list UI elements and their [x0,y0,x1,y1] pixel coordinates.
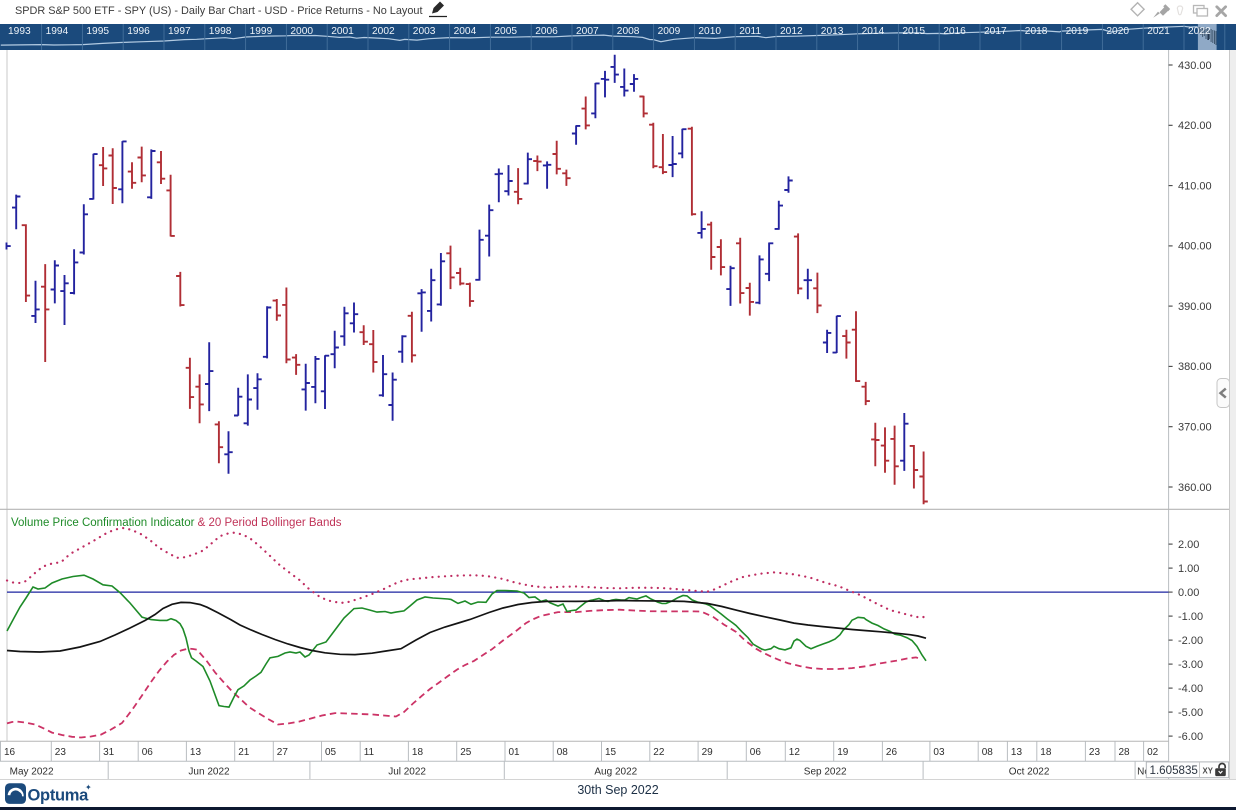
svg-text:-2.00: -2.00 [1178,635,1203,647]
svg-text:✦: ✦ [85,783,92,792]
svg-text:-1.00: -1.00 [1178,611,1203,623]
svg-text:2008: 2008 [617,26,640,37]
svg-text:26: 26 [886,747,898,758]
svg-text:2007: 2007 [576,26,599,37]
svg-text:2000: 2000 [290,26,313,37]
svg-text:18: 18 [412,747,424,758]
svg-text:2.00: 2.00 [1178,539,1199,551]
svg-text:23: 23 [55,747,67,758]
svg-text:May 2022: May 2022 [10,767,54,778]
svg-text:Volume Price Confirmation Indi: Volume Price Confirmation Indicator & 20… [11,517,342,529]
svg-text:380.00: 380.00 [1178,361,1212,373]
svg-text:27: 27 [277,747,289,758]
svg-text:2021: 2021 [1147,26,1170,37]
svg-text:1994: 1994 [46,26,69,37]
svg-text:2004: 2004 [454,26,477,37]
svg-text:2015: 2015 [902,26,925,37]
svg-text:02: 02 [1147,747,1159,758]
svg-text:08: 08 [982,747,994,758]
svg-text:2022: 2022 [1188,26,1211,37]
svg-text:18: 18 [1040,747,1052,758]
svg-text:2019: 2019 [1066,26,1089,37]
svg-text:31: 31 [103,747,115,758]
svg-text:25: 25 [460,747,472,758]
svg-text:1993: 1993 [8,26,31,37]
svg-text:430.00: 430.00 [1178,60,1212,72]
svg-text:2017: 2017 [984,26,1007,37]
svg-text:2003: 2003 [413,26,436,37]
svg-text:2012: 2012 [780,26,803,37]
svg-text:06: 06 [142,747,154,758]
svg-text:05: 05 [325,747,337,758]
svg-text:08: 08 [557,747,569,758]
svg-text:Aug 2022: Aug 2022 [594,767,637,778]
svg-text:23: 23 [1089,747,1101,758]
svg-text:29: 29 [702,747,714,758]
svg-text:2005: 2005 [494,26,517,37]
svg-text:13: 13 [190,747,202,758]
svg-text:390.00: 390.00 [1178,301,1212,313]
svg-text:410.00: 410.00 [1178,180,1212,192]
svg-text:-6.00: -6.00 [1178,731,1203,743]
svg-text:360.00: 360.00 [1178,482,1212,494]
svg-text:01: 01 [509,747,521,758]
svg-text:1.605835: 1.605835 [1150,764,1198,777]
svg-text:-3.00: -3.00 [1178,659,1203,671]
svg-text:Optuma: Optuma [28,787,90,805]
svg-text:22: 22 [653,747,665,758]
svg-text:28: 28 [1119,747,1131,758]
svg-text:1995: 1995 [86,26,109,37]
svg-text:2006: 2006 [535,26,558,37]
svg-text:15: 15 [605,747,617,758]
svg-text:1.00: 1.00 [1178,563,1199,575]
svg-text:Sep 2022: Sep 2022 [804,767,847,778]
svg-text:Jul 2022: Jul 2022 [388,767,426,778]
svg-text:-4.00: -4.00 [1178,683,1203,695]
svg-text:16: 16 [4,747,16,758]
svg-text:0.00: 0.00 [1178,587,1199,599]
svg-text:2001: 2001 [331,26,354,37]
svg-text:420.00: 420.00 [1178,120,1212,132]
svg-text:2018: 2018 [1025,26,1048,37]
svg-text:1999: 1999 [250,26,273,37]
svg-text:11: 11 [364,747,375,758]
svg-text:Jun 2022: Jun 2022 [188,767,230,778]
svg-text:1996: 1996 [127,26,150,37]
svg-text:370.00: 370.00 [1178,422,1212,434]
svg-text:2009: 2009 [658,26,681,37]
svg-text:06: 06 [750,747,762,758]
svg-text:2010: 2010 [698,26,721,37]
svg-text:19: 19 [837,747,849,758]
svg-text:03: 03 [933,747,945,758]
svg-text:2002: 2002 [372,26,395,37]
svg-text:Oct 2022: Oct 2022 [1009,767,1050,778]
svg-text:-5.00: -5.00 [1178,707,1203,719]
svg-text:13: 13 [1011,747,1023,758]
svg-text:21: 21 [238,747,250,758]
svg-text:2013: 2013 [821,26,844,37]
svg-text:1998: 1998 [209,26,232,37]
svg-text:2011: 2011 [739,26,761,37]
svg-text:XY: XY [1203,767,1214,776]
svg-text:2016: 2016 [943,26,966,37]
svg-text:400.00: 400.00 [1178,241,1212,253]
svg-text:2020: 2020 [1106,26,1129,37]
svg-text:1997: 1997 [168,26,191,37]
svg-text:2014: 2014 [862,26,885,37]
svg-text:12: 12 [789,747,801,758]
